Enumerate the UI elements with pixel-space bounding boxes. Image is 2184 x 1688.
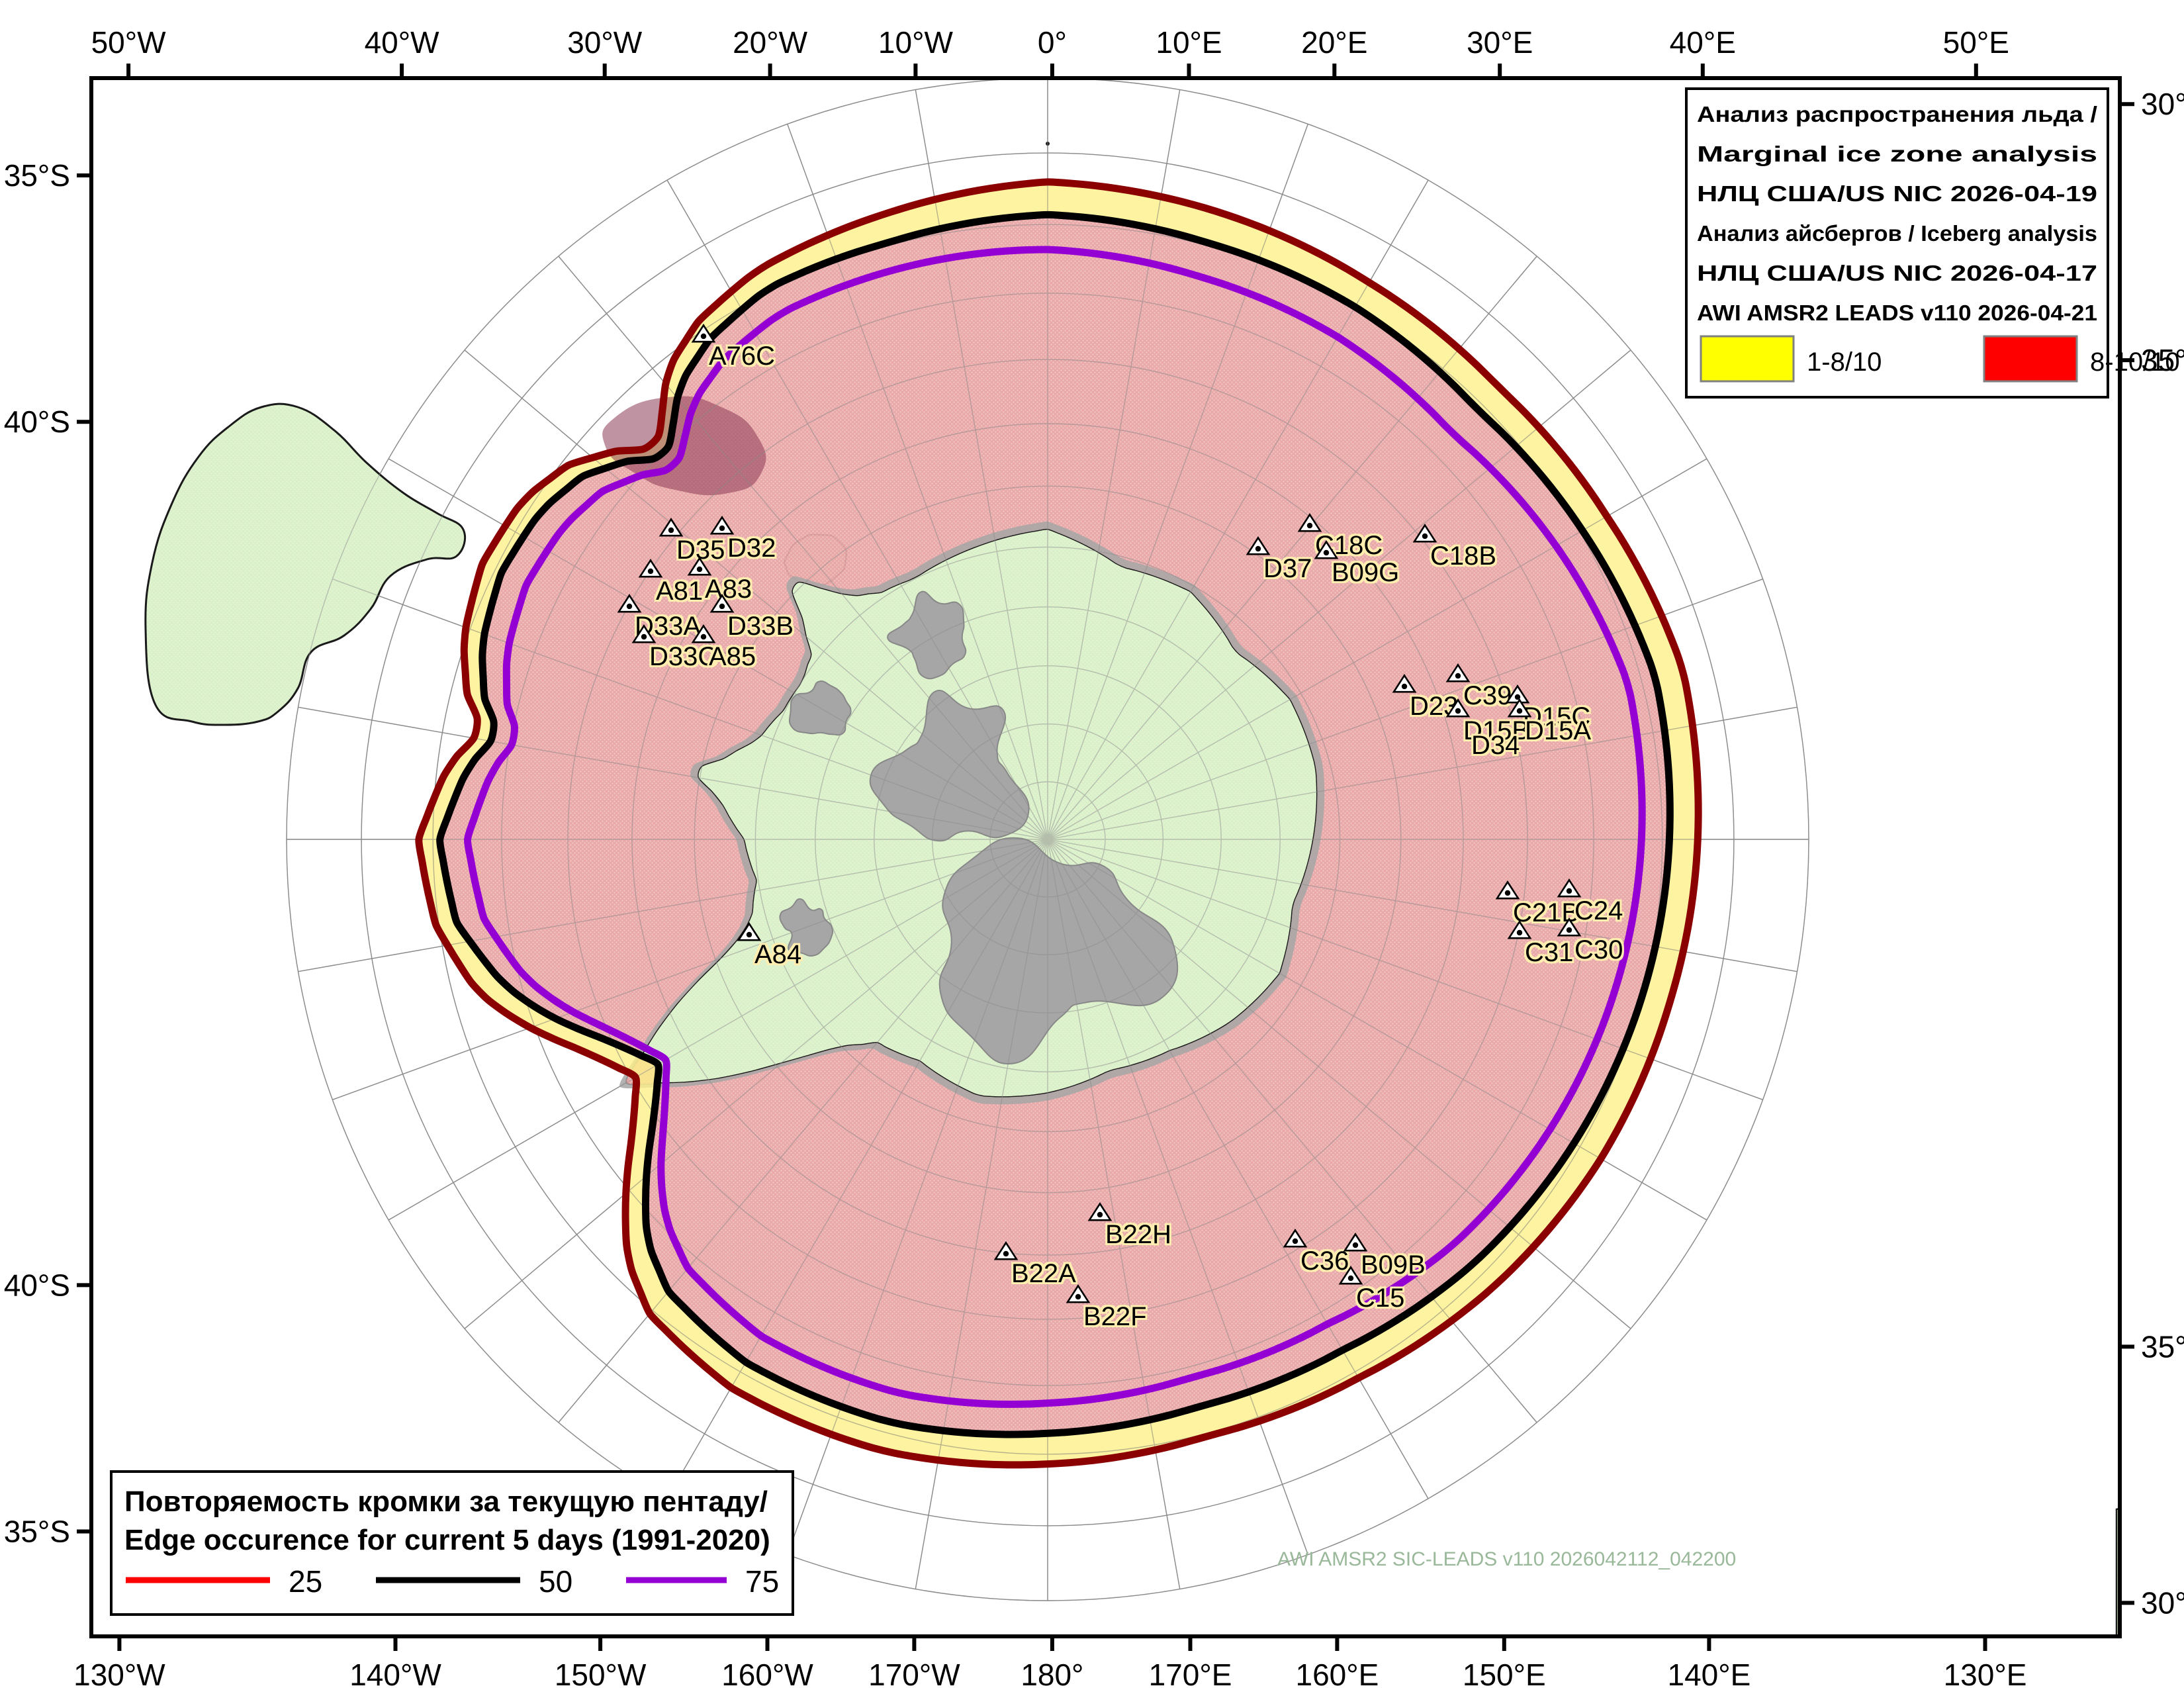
svg-text:НЛЦ США/US NIC 2026-04-19: НЛЦ США/US NIC 2026-04-19: [1697, 181, 2097, 206]
svg-text:B22A: B22A: [1011, 1259, 1076, 1288]
svg-text:C31: C31: [1525, 938, 1573, 967]
svg-text:A81: A81: [656, 577, 703, 606]
svg-text:50: 50: [539, 1564, 572, 1599]
svg-text:140°W: 140°W: [349, 1658, 441, 1688]
svg-text:130°E: 130°E: [1944, 1658, 2027, 1688]
svg-text:10°W: 10°W: [878, 25, 954, 60]
svg-text:C36: C36: [1300, 1246, 1349, 1276]
svg-text:30°W: 30°W: [567, 25, 643, 60]
svg-text:Edge occurence for current 5 d: Edge occurence for current 5 days (1991-…: [124, 1524, 770, 1556]
svg-text:C39: C39: [1463, 681, 1512, 710]
svg-text:НЛЦ США/US NIC 2026-04-17: НЛЦ США/US NIC 2026-04-17: [1697, 261, 2097, 285]
svg-text:130°W: 130°W: [73, 1658, 165, 1688]
svg-text:30°S: 30°S: [2141, 1585, 2184, 1620]
svg-text:160°W: 160°W: [721, 1658, 813, 1688]
svg-text:35°S: 35°S: [4, 158, 70, 193]
svg-text:35°S: 35°S: [4, 1515, 70, 1549]
svg-text:50°W: 50°W: [91, 25, 167, 60]
svg-text:Повторяемость кромки за текущу: Повторяемость кромки за текущую пентаду/: [124, 1485, 768, 1518]
svg-text:150°E: 150°E: [1463, 1658, 1546, 1688]
svg-text:0°: 0°: [1038, 25, 1067, 60]
svg-text:Анализ распространения льда /: Анализ распространения льда /: [1697, 102, 2097, 126]
svg-text:D32: D32: [727, 534, 776, 563]
svg-text:A83: A83: [705, 575, 752, 604]
svg-text:160°E: 160°E: [1295, 1658, 1379, 1688]
svg-text:Анализ айсбергов / Iceberg ana: Анализ айсбергов / Iceberg analysis: [1697, 221, 2097, 246]
svg-text:D37: D37: [1263, 554, 1312, 583]
svg-text:20°E: 20°E: [1301, 25, 1367, 60]
svg-text:20°W: 20°W: [733, 25, 808, 60]
svg-text:140°E: 140°E: [1667, 1658, 1751, 1688]
svg-text:35°S: 35°S: [2141, 1329, 2184, 1364]
svg-text:D15A: D15A: [1525, 716, 1591, 745]
svg-text:C30: C30: [1574, 935, 1623, 964]
svg-text:40°S: 40°S: [4, 404, 70, 439]
svg-text:C18B: C18B: [1430, 541, 1496, 571]
svg-text:40°E: 40°E: [1670, 25, 1736, 60]
svg-text:25: 25: [289, 1564, 322, 1599]
svg-text:C24: C24: [1574, 896, 1623, 925]
svg-text:40°S: 40°S: [4, 1268, 70, 1302]
svg-text:A84: A84: [754, 940, 801, 969]
svg-text:A85: A85: [709, 642, 756, 671]
svg-text:A76C: A76C: [709, 342, 775, 371]
svg-text:Marginal ice zone analysis: Marginal ice zone analysis: [1697, 142, 2097, 166]
svg-text:50°E: 50°E: [1943, 25, 2009, 60]
svg-text:30°E: 30°E: [1467, 25, 1533, 60]
svg-text:40°W: 40°W: [365, 25, 440, 60]
svg-text:180°: 180°: [1021, 1658, 1083, 1688]
svg-text:D33B: D33B: [727, 612, 794, 641]
svg-text:30°S: 30°S: [2141, 87, 2184, 121]
svg-text:B09G: B09G: [1332, 558, 1399, 587]
svg-text:10°E: 10°E: [1156, 25, 1222, 60]
svg-text:C15: C15: [1356, 1284, 1404, 1313]
svg-text:D34: D34: [1471, 731, 1520, 760]
svg-text:170°W: 170°W: [868, 1658, 960, 1688]
svg-text:B22F: B22F: [1083, 1302, 1147, 1331]
svg-text:B22H: B22H: [1105, 1220, 1171, 1249]
svg-text:75: 75: [745, 1564, 779, 1599]
svg-text:170°E: 170°E: [1149, 1658, 1232, 1688]
svg-text:150°W: 150°W: [555, 1658, 647, 1688]
svg-text:AWI AMSR2 LEADS v110 2026-04-2: AWI AMSR2 LEADS v110 2026-04-21: [1697, 301, 2097, 325]
svg-text:8-10/10: 8-10/10: [2090, 348, 2180, 377]
svg-text:1-8/10: 1-8/10: [1807, 348, 1882, 377]
svg-text:B09B: B09B: [1361, 1250, 1426, 1280]
svg-text:AWI AMSR2 SIC-LEADS v110 20260: AWI AMSR2 SIC-LEADS v110 2026042112_0422…: [1277, 1548, 1736, 1570]
